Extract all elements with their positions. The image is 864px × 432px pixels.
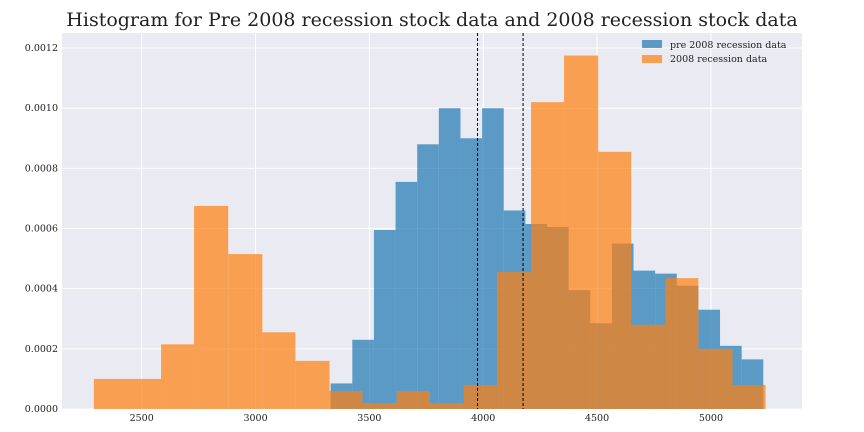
- legend-swatch-pre-2008: [642, 40, 662, 48]
- bar-s1-12: [531, 102, 565, 410]
- bar-s1-7: [362, 402, 397, 409]
- x-axis-ticks: 2500 3000 3500 4000 4500 5000: [130, 413, 723, 424]
- bar-s1-18: [732, 384, 766, 409]
- reference-lines: [477, 33, 524, 409]
- x-tick-label-2: 3500: [357, 413, 381, 424]
- y-axis-ticks: 0.0000 0.0002 0.0004 0.0006 0.0008 0.0010 0.00…: [25, 43, 58, 415]
- legend: pre 2008 recession data 2008 recession d…: [642, 40, 787, 65]
- bar-s1-17: [698, 348, 733, 409]
- bar-s1-10: [463, 384, 497, 409]
- bar-s0-3: [395, 181, 418, 409]
- bar-s0-6: [460, 138, 483, 409]
- bar-s1-4: [262, 332, 296, 409]
- bar-s0-2: [373, 230, 396, 409]
- bar-s1-14: [598, 151, 632, 410]
- legend-label-2008: 2008 recession data: [670, 54, 768, 65]
- y-tick-label-0: 0.0000: [25, 404, 58, 415]
- y-tick-label-3: 0.0006: [25, 224, 58, 235]
- bar-s0-4: [417, 144, 439, 409]
- x-tick-label-1: 3000: [243, 413, 267, 424]
- bar-s0-5: [438, 108, 461, 409]
- y-tick-label-1: 0.0002: [25, 344, 58, 355]
- bar-s1-1: [161, 344, 195, 409]
- bar-s1-2: [194, 205, 229, 409]
- y-tick-label-2: 0.0004: [25, 284, 58, 295]
- x-tick-label-4: 4500: [585, 413, 609, 424]
- y-tick-label-5: 0.0010: [25, 103, 58, 114]
- bar-s1-16: [665, 278, 699, 409]
- bar-s1-0: [93, 378, 162, 409]
- x-tick-label-3: 4000: [471, 413, 495, 424]
- x-tick-label-0: 2500: [130, 413, 154, 424]
- bar-s1-9: [429, 402, 464, 409]
- bar-s1-3: [228, 254, 263, 409]
- bar-s1-11: [496, 272, 532, 409]
- legend-label-pre-2008: pre 2008 recession data: [670, 40, 787, 51]
- x-tick-label-5: 5000: [699, 413, 723, 424]
- bar-s1-13: [564, 55, 599, 410]
- bar-s1-8: [396, 390, 430, 409]
- legend-swatch-2008: [642, 55, 662, 63]
- chart-title: Histogram for Pre 2008 recession stock d…: [66, 9, 797, 31]
- series-2008-bars: [93, 55, 766, 410]
- y-tick-label-6: 0.0012: [25, 43, 58, 54]
- bar-s1-15: [631, 324, 666, 409]
- y-tick-label-4: 0.0008: [25, 163, 58, 174]
- bar-s1-6: [329, 390, 363, 409]
- bar-s1-5: [295, 360, 330, 409]
